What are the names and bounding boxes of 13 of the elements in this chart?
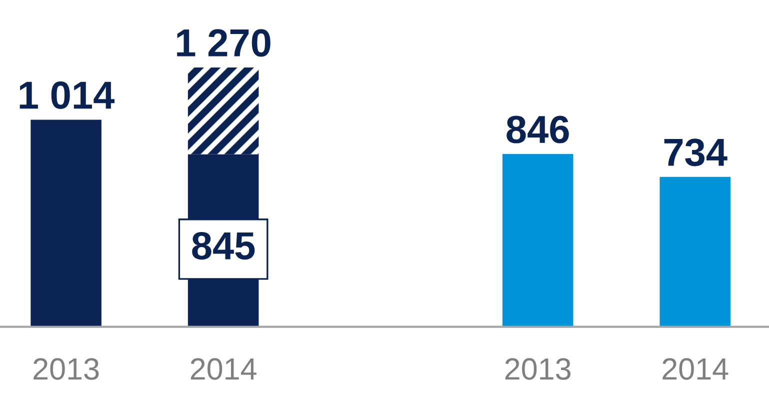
total-label: 1 270 xyxy=(177,29,270,57)
bar xyxy=(660,176,730,327)
x-tick-label: 2014 xyxy=(190,358,256,380)
x-tick-label: 2014 xyxy=(662,358,728,380)
data-label: 734 xyxy=(664,138,728,166)
bar xyxy=(30,120,102,327)
x-tick-label: 2013 xyxy=(34,358,99,380)
data-label: 845 xyxy=(192,232,255,260)
bar xyxy=(188,67,259,154)
data-label: 846 xyxy=(506,116,569,144)
data-label: 1 014 xyxy=(20,81,115,109)
bar xyxy=(502,154,574,327)
x-tick-label: 2013 xyxy=(505,358,570,380)
